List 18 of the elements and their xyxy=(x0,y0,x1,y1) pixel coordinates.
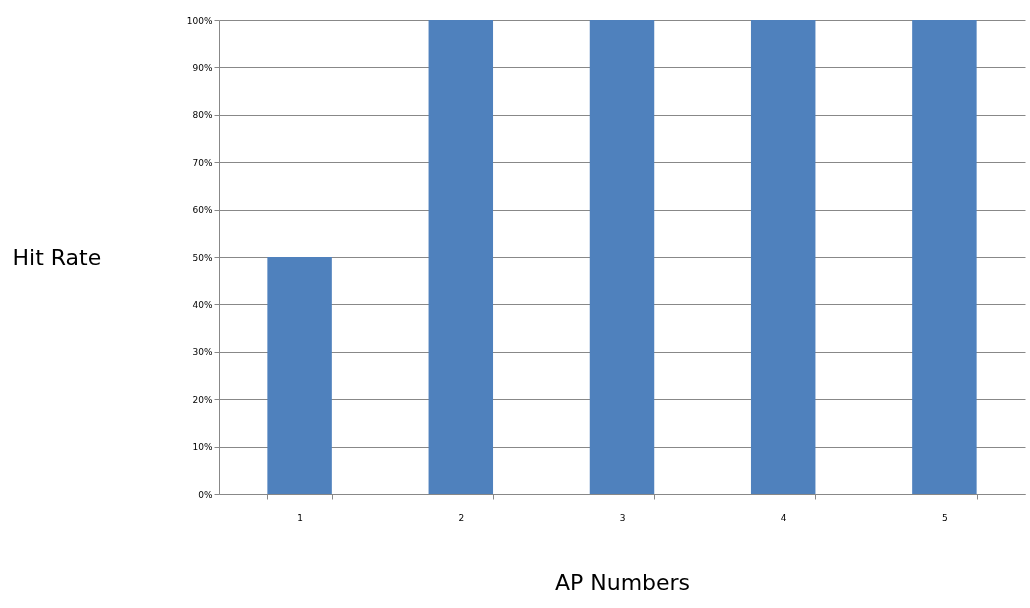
y-tick-label: 0% xyxy=(198,489,213,500)
y-tick-label: 100% xyxy=(186,15,213,26)
y-tick-label: 10% xyxy=(192,442,213,453)
x-tick-label: 5 xyxy=(942,512,948,523)
y-tick-label: 40% xyxy=(192,299,213,310)
y-tick-label: 90% xyxy=(192,62,213,73)
y-axis-title: Hit Rate xyxy=(12,244,102,270)
x-tick-label: 1 xyxy=(297,512,303,523)
y-tick-label: 60% xyxy=(192,205,213,216)
x-axis-title: AP Numbers xyxy=(554,569,691,595)
y-tick-label: 80% xyxy=(192,110,213,121)
x-tick-label: 4 xyxy=(780,512,787,523)
y-tick-label: 20% xyxy=(192,394,213,405)
y-tick-label: 30% xyxy=(192,347,213,358)
y-tick-label: 70% xyxy=(192,157,213,168)
x-tick-label: 2 xyxy=(458,512,465,523)
y-tick-label: 50% xyxy=(192,252,213,263)
x-tick-label: 3 xyxy=(619,512,626,523)
